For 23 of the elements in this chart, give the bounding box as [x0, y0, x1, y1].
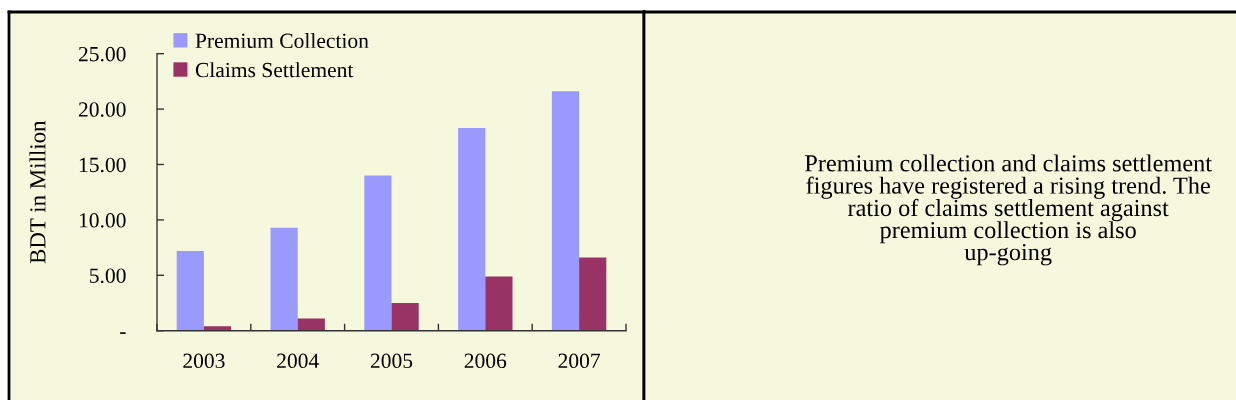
- bar: [551, 91, 580, 331]
- bar: [485, 276, 513, 331]
- x-tick-label: 2004: [277, 353, 319, 369]
- bar: [579, 257, 607, 331]
- x-tick-label: 2005: [370, 353, 413, 369]
- y-tick-label: 25.00: [78, 46, 126, 62]
- x-tick-label: 2003: [183, 353, 225, 369]
- bar: [364, 175, 392, 331]
- y-tick-label: -: [120, 332, 126, 334]
- legend-label: Premium Collection: [195, 32, 369, 49]
- x-tick-label: 2007: [558, 353, 601, 369]
- y-tick-label: 15.00: [79, 157, 126, 173]
- x-tick-label: 2006: [464, 353, 507, 369]
- legend-label: Claims Settlement: [195, 62, 354, 78]
- bar: [391, 303, 419, 331]
- y-tick-label: 5.00: [90, 268, 126, 284]
- y-axis-title: BDT in Million: [29, 120, 46, 264]
- y-tick-label: 10.00: [79, 213, 126, 228]
- bar: [176, 250, 204, 331]
- bar: [458, 127, 486, 331]
- text: Premium collection and claims settlement figures have registered a rising trend. The ratio of claims settlement against premium collection is also up-going: [805, 154, 1212, 266]
- bar: [270, 227, 298, 331]
- y-tick-label: 20.00: [78, 102, 126, 117]
